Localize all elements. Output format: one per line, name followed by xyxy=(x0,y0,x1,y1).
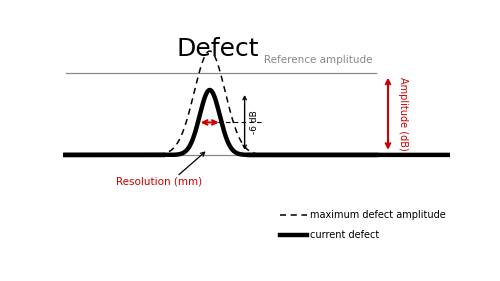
Text: Reference amplitude: Reference amplitude xyxy=(264,55,372,65)
Text: maximum defect amplitude: maximum defect amplitude xyxy=(310,210,446,221)
Text: Resolution (mm): Resolution (mm) xyxy=(116,176,202,187)
Text: Amplitude (dB): Amplitude (dB) xyxy=(398,77,407,151)
Text: Defect: Defect xyxy=(176,37,259,61)
Text: current defect: current defect xyxy=(310,230,380,240)
Text: -6 dB: -6 dB xyxy=(250,110,259,134)
